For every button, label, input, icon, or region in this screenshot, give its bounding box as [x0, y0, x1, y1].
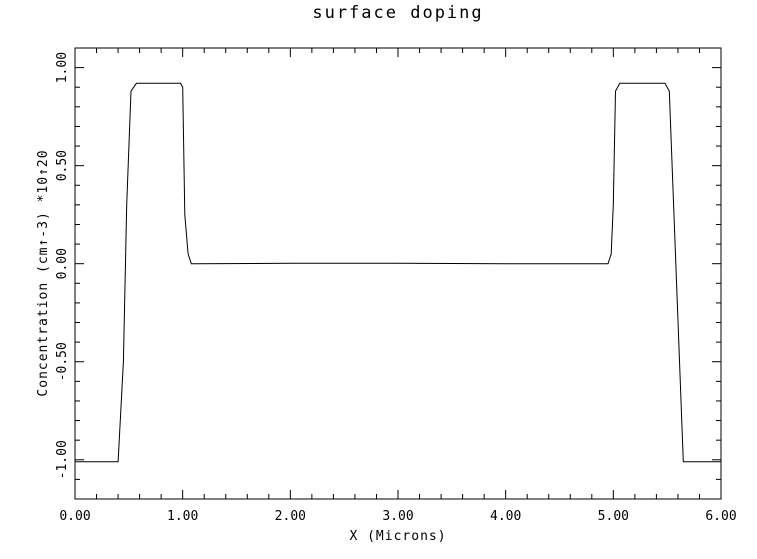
y-tick-label: 1.00	[55, 52, 70, 83]
plot-frame	[74, 47, 722, 500]
x-tick-label: 3.00	[382, 509, 413, 524]
x-tick-label: 2.00	[275, 509, 306, 524]
x-tick-label: 4.00	[490, 509, 521, 524]
chart-title: surface doping	[312, 3, 483, 23]
y-tick-label: -1.00	[55, 440, 70, 479]
y-tick-label: 0.50	[55, 150, 70, 181]
y-tick-label: 0.00	[55, 248, 70, 279]
series-layer	[75, 82, 721, 463]
x-axis-tick-labels: 0.00 1.00 2.00 3.00 4.00 5.00 6.00	[59, 509, 736, 524]
series-line	[75, 82, 721, 463]
x-tick-label: 0.00	[59, 509, 90, 524]
y-axis-label: Concentration (cm↑-3) *10↑20	[36, 149, 51, 396]
x-tick-label: 6.00	[705, 509, 736, 524]
x-axis-ticks	[74, 48, 722, 499]
y-axis-tick-labels: -1.00 -0.50 0.00 0.50 1.00	[55, 52, 70, 479]
x-tick-label: 5.00	[598, 509, 629, 524]
x-axis-label: X (Microns)	[349, 529, 446, 544]
y-tick-label: -0.50	[55, 342, 70, 381]
x-tick-label: 1.00	[167, 509, 198, 524]
y-axis-ticks	[75, 47, 721, 500]
